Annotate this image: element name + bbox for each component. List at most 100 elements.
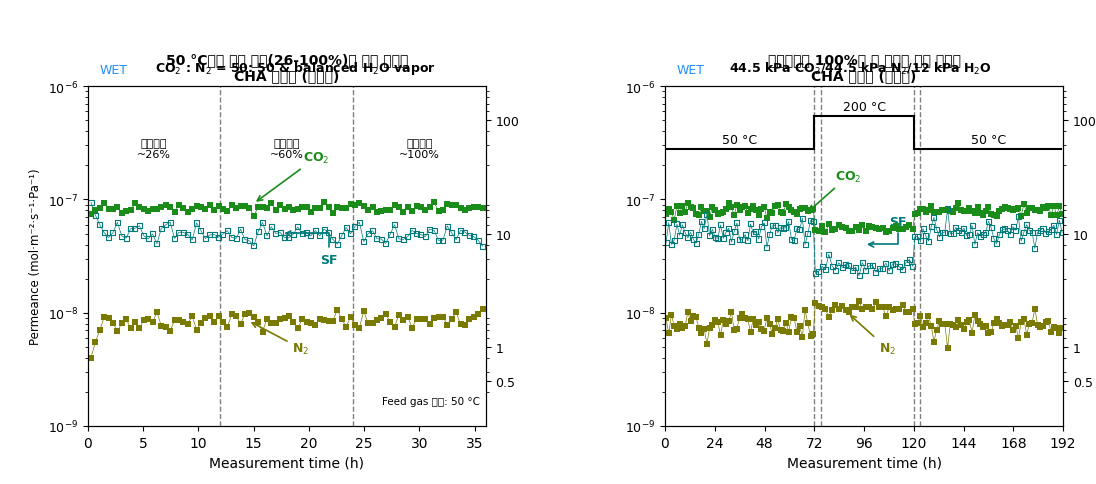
Point [1051, 217, 1069, 225]
Point [1026, 305, 1043, 313]
Point [769, 316, 787, 323]
Point [715, 235, 732, 242]
Point [737, 202, 754, 210]
Point [1040, 318, 1058, 325]
Point [810, 227, 827, 235]
Text: CO$_2$: CO$_2$ [258, 151, 330, 201]
Point [351, 324, 368, 332]
Point [883, 224, 901, 232]
Point [165, 316, 183, 324]
Point [386, 323, 403, 331]
Point [241, 310, 259, 318]
Point [237, 203, 254, 211]
Point [412, 316, 430, 323]
Point [804, 218, 822, 226]
Point [456, 229, 473, 237]
Point [267, 230, 285, 238]
Point [674, 324, 692, 332]
Point [373, 315, 390, 322]
Point [104, 319, 122, 327]
Point [704, 204, 721, 212]
Point [333, 232, 351, 240]
Point [761, 321, 778, 329]
Point [844, 227, 861, 235]
Point [928, 209, 946, 217]
Point [807, 300, 824, 307]
Point [272, 229, 289, 237]
Point [135, 232, 152, 240]
Point [864, 262, 881, 270]
Point [906, 233, 924, 241]
Point [810, 302, 827, 310]
Point [880, 267, 898, 275]
Point [909, 233, 926, 241]
Point [794, 205, 811, 212]
Point [753, 224, 770, 231]
Point [674, 202, 692, 210]
Point [720, 199, 738, 207]
Point [1031, 324, 1049, 332]
Point [847, 264, 865, 272]
Point [122, 226, 139, 233]
Point [728, 325, 745, 333]
Point [704, 226, 721, 234]
Point [465, 313, 482, 321]
Point [82, 354, 100, 362]
Point [733, 311, 751, 318]
Point [914, 324, 932, 332]
Point [222, 202, 240, 210]
Point [434, 237, 452, 244]
Point [802, 333, 820, 340]
Point [1013, 318, 1030, 326]
Point [841, 262, 858, 270]
Point [183, 206, 201, 213]
Point [987, 240, 1005, 248]
Point [333, 205, 351, 212]
Point [117, 316, 135, 323]
Point [438, 201, 456, 209]
Point [250, 204, 267, 212]
Point [201, 201, 218, 209]
Point [820, 221, 837, 228]
Point [912, 312, 929, 320]
Point [847, 224, 865, 231]
Point [359, 207, 377, 215]
Point [126, 225, 144, 233]
Point [826, 267, 844, 274]
Point [671, 210, 688, 217]
Point [901, 256, 918, 264]
Point [183, 237, 201, 244]
Point [298, 204, 316, 212]
Point [267, 207, 285, 214]
Point [430, 314, 447, 322]
Point [135, 317, 152, 324]
Point [750, 319, 767, 327]
Point [377, 310, 395, 318]
Point [209, 234, 227, 242]
Point [148, 309, 165, 317]
Point [864, 224, 881, 232]
Point [246, 242, 263, 250]
Point [980, 329, 997, 337]
Point [985, 212, 1003, 219]
Point [920, 207, 937, 214]
Point [931, 318, 948, 326]
Point [898, 259, 915, 267]
Point [298, 229, 316, 237]
Point [1035, 225, 1052, 232]
Point [294, 203, 311, 211]
Point [473, 305, 491, 313]
Point [977, 229, 994, 237]
Point [399, 314, 416, 321]
Point [364, 227, 381, 235]
Point [786, 208, 803, 216]
Point [960, 317, 978, 324]
Point [259, 232, 276, 240]
Point [390, 203, 408, 211]
Point [850, 298, 868, 305]
Point [925, 209, 943, 217]
Point [469, 237, 487, 244]
Text: Feed gas 온도: 50 °C: Feed gas 온도: 50 °C [383, 396, 480, 406]
Point [447, 309, 465, 317]
Point [658, 315, 675, 322]
